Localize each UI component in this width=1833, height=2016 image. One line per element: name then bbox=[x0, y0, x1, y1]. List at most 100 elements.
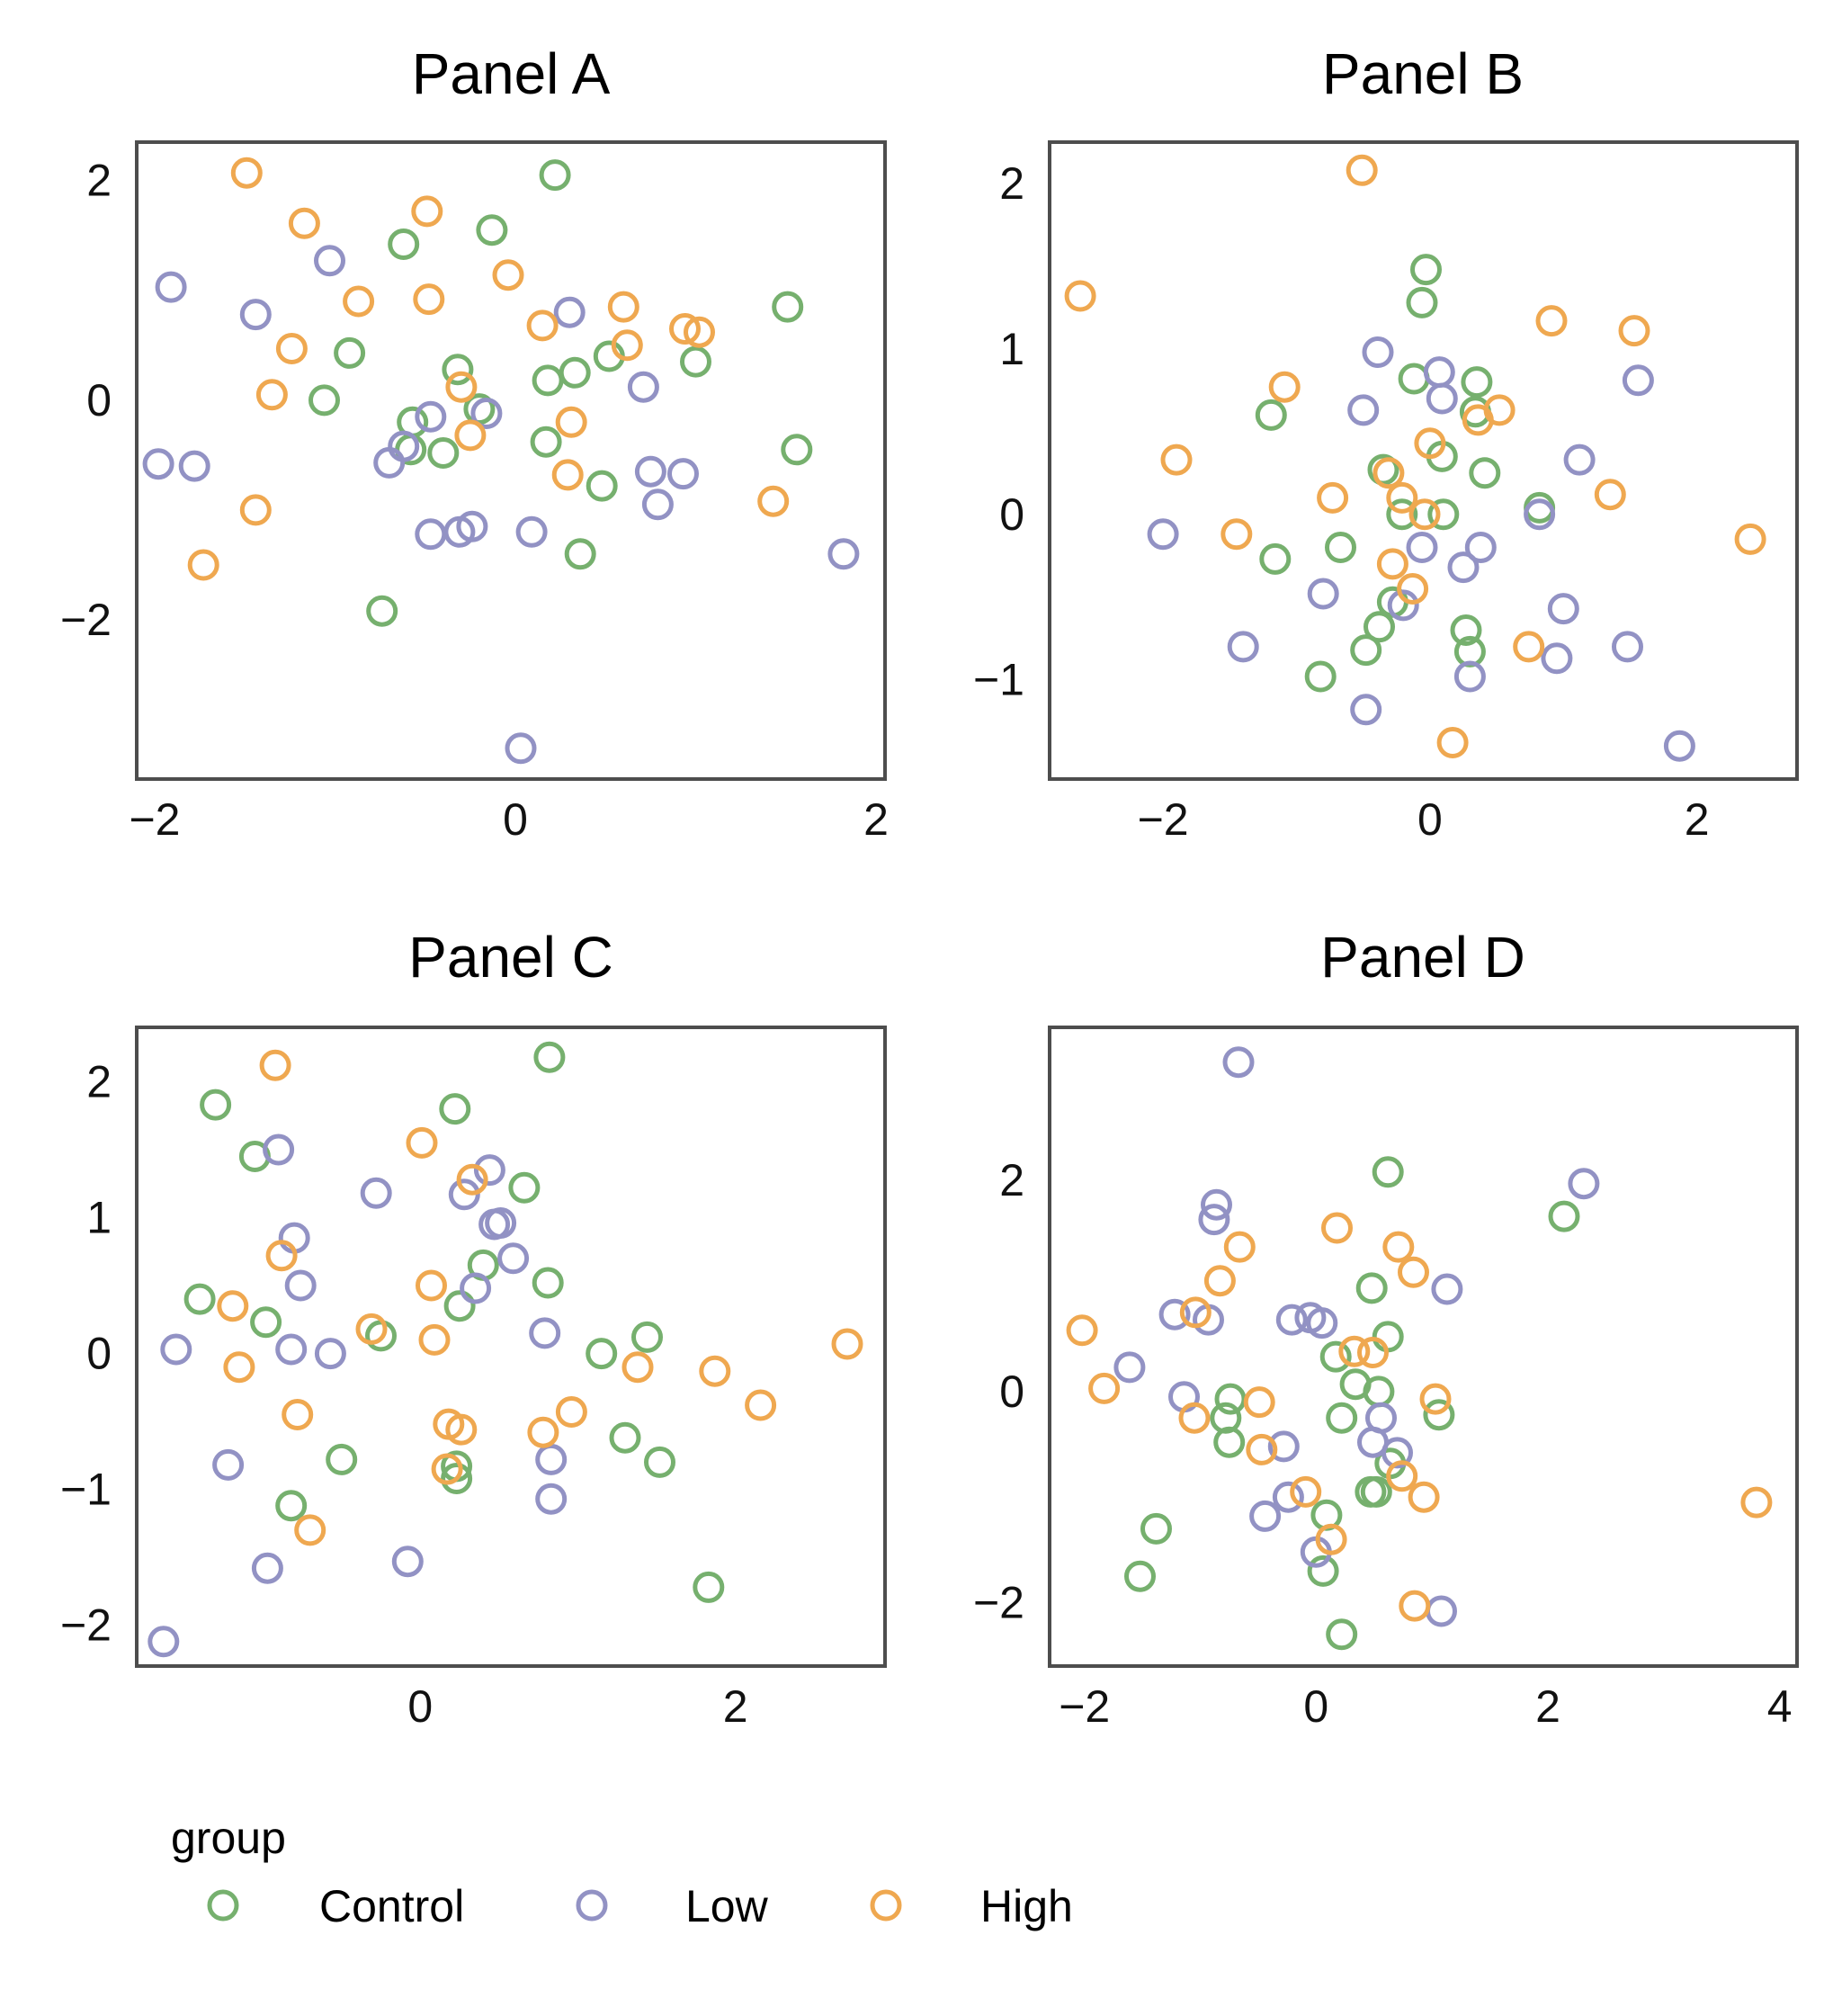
axis-ticks: 0 2 −2 −1 0 1 2 bbox=[60, 1056, 748, 1732]
point-control-17 bbox=[1307, 1555, 1339, 1587]
x-tick-label: 2 bbox=[1535, 1681, 1560, 1732]
point-low-12 bbox=[1267, 1430, 1300, 1463]
x-tick-label: −2 bbox=[1138, 794, 1189, 845]
point-high-19 bbox=[1436, 727, 1469, 758]
x-tick-label: 2 bbox=[723, 1681, 748, 1732]
panel-title: Panel C bbox=[408, 925, 613, 990]
point-control-8 bbox=[443, 1290, 476, 1322]
point-high-2 bbox=[456, 1163, 488, 1196]
point-high-10 bbox=[1317, 481, 1349, 514]
point-high-13 bbox=[1408, 498, 1441, 531]
point-low-0 bbox=[1222, 1046, 1255, 1079]
x-tick-label: 2 bbox=[863, 794, 889, 845]
point-high-2 bbox=[1223, 1231, 1256, 1263]
point-low-17 bbox=[1453, 660, 1486, 693]
point-control-2 bbox=[1355, 1272, 1388, 1304]
point-high-8 bbox=[223, 1351, 255, 1384]
point-control-12 bbox=[1259, 542, 1292, 575]
y-tick-label: −1 bbox=[60, 1465, 112, 1515]
point-low-9 bbox=[1306, 1307, 1338, 1340]
point-control-19 bbox=[1304, 660, 1337, 693]
point-low-14 bbox=[1227, 631, 1259, 663]
y-tick-label: 2 bbox=[999, 158, 1024, 209]
point-control-16 bbox=[781, 434, 813, 466]
point-control-18 bbox=[564, 538, 596, 570]
point-high-3 bbox=[492, 259, 524, 291]
y-tick-label: −2 bbox=[973, 1578, 1024, 1628]
legend-label-high: High bbox=[980, 1881, 1073, 1931]
point-control-8 bbox=[442, 354, 474, 386]
point-high-11 bbox=[1243, 1386, 1275, 1419]
panel-b: Panel B −2 0 2 −1 0 1 2 bbox=[973, 41, 1799, 845]
plot-marks bbox=[1066, 1046, 1773, 1651]
point-high-14 bbox=[1386, 1460, 1418, 1492]
y-tick-label: 0 bbox=[86, 1329, 112, 1379]
x-tick-label: 4 bbox=[1767, 1681, 1793, 1732]
point-low-9 bbox=[142, 448, 174, 480]
point-high-3 bbox=[1618, 315, 1650, 347]
point-high-11 bbox=[1386, 481, 1418, 514]
point-high-9 bbox=[1088, 1372, 1121, 1404]
plot-marks bbox=[142, 157, 860, 765]
point-high-5 bbox=[217, 1290, 249, 1322]
point-high-18 bbox=[239, 494, 272, 526]
point-low-8 bbox=[373, 446, 406, 479]
point-low-11 bbox=[634, 455, 666, 488]
point-high-7 bbox=[1338, 1335, 1371, 1367]
x-tick-label: 0 bbox=[1303, 1681, 1328, 1732]
point-high-18 bbox=[1399, 1590, 1431, 1622]
x-tick-label: 0 bbox=[407, 1681, 433, 1732]
point-high-17 bbox=[1734, 523, 1766, 555]
x-tick-label: −2 bbox=[1059, 1681, 1110, 1732]
point-low-5 bbox=[1158, 1298, 1191, 1331]
point-low-6 bbox=[470, 398, 503, 429]
point-high-16 bbox=[527, 1416, 559, 1448]
point-control-18 bbox=[1326, 1618, 1358, 1651]
point-high-16 bbox=[1397, 573, 1429, 605]
point-control-0 bbox=[533, 1041, 566, 1073]
point-control-14 bbox=[427, 437, 460, 469]
point-high-10 bbox=[1419, 1383, 1452, 1415]
y-tick-label: −2 bbox=[60, 595, 112, 645]
point-control-5 bbox=[1255, 399, 1287, 431]
point-control-2 bbox=[439, 1093, 471, 1125]
legend-item-control: Control bbox=[207, 1881, 464, 1931]
panel-c: Panel C 0 2 −2 −1 0 1 2 bbox=[60, 925, 887, 1732]
point-low-16 bbox=[535, 1483, 568, 1515]
point-low-12 bbox=[275, 1333, 308, 1366]
point-low-17 bbox=[1249, 1500, 1282, 1532]
point-control-9 bbox=[250, 1306, 282, 1339]
point-low-11 bbox=[1307, 578, 1339, 610]
point-high-13 bbox=[445, 371, 478, 403]
point-control-4 bbox=[1319, 1340, 1352, 1373]
point-control-1 bbox=[1548, 1200, 1580, 1232]
point-control-18 bbox=[275, 1490, 308, 1522]
point-high-17 bbox=[745, 1389, 777, 1421]
legend-label-control: Control bbox=[319, 1881, 464, 1931]
axis-ticks: −2 0 2 −2 0 2 bbox=[60, 156, 889, 845]
point-high-8 bbox=[1160, 444, 1193, 476]
point-high-8 bbox=[669, 313, 701, 345]
y-tick-label: 2 bbox=[999, 1155, 1024, 1205]
point-low-16 bbox=[456, 510, 488, 542]
point-high-5 bbox=[413, 283, 445, 316]
point-control-10 bbox=[1386, 498, 1418, 531]
point-low-16 bbox=[1272, 1481, 1304, 1513]
point-control-3 bbox=[1461, 366, 1493, 399]
point-low-3 bbox=[1426, 382, 1458, 415]
y-tick-label: −2 bbox=[60, 1600, 112, 1651]
point-low-19 bbox=[1663, 730, 1695, 762]
point-low-2 bbox=[1201, 1188, 1232, 1221]
point-control-15 bbox=[644, 1446, 675, 1478]
point-control-16 bbox=[1124, 1560, 1156, 1592]
point-high-11 bbox=[275, 333, 308, 364]
point-low-5 bbox=[1563, 444, 1596, 476]
point-control-15 bbox=[1364, 611, 1395, 643]
point-low-4 bbox=[1431, 1273, 1463, 1305]
point-high-12 bbox=[1594, 479, 1626, 511]
point-low-9 bbox=[284, 1269, 317, 1302]
point-high-4 bbox=[343, 285, 375, 318]
point-high-11 bbox=[831, 1328, 863, 1360]
point-high-2 bbox=[411, 195, 443, 228]
